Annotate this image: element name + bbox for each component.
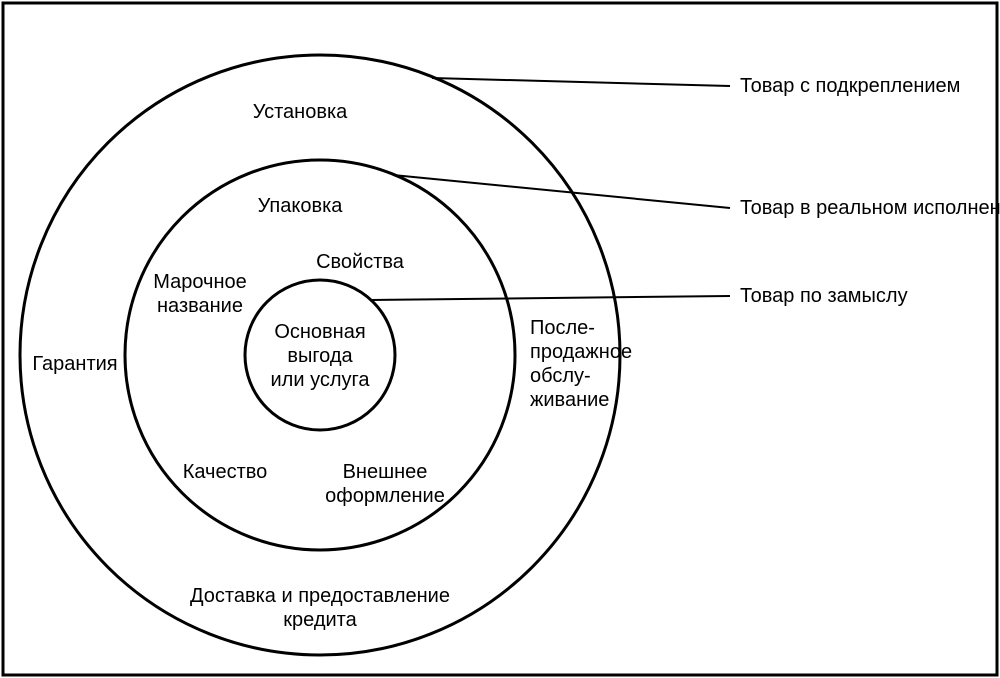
middle-label-properties: Свойства	[316, 251, 405, 273]
outer-label-after1: После-	[530, 317, 595, 339]
outer-label-after4: живание	[530, 389, 609, 411]
core-line-1: выгода	[287, 345, 353, 367]
outer-label-warranty: Гарантия	[32, 353, 117, 375]
callout-line-core	[371, 296, 730, 300]
callout-label-core: Товар по замыслу	[740, 285, 908, 307]
outer-label-delivery2: кредита	[283, 609, 357, 631]
middle-label-design1: Внешнее	[343, 461, 428, 483]
callout-label-actual: Товар в реальном исполнении	[740, 197, 1000, 219]
middle-label-brand2: название	[157, 295, 243, 317]
outer-label-install: Установка	[253, 101, 348, 123]
callout-line-augmented	[432, 78, 730, 86]
core-label: Основнаявыгодаили услуга	[271, 321, 371, 391]
core-line-0: Основная	[274, 321, 365, 343]
callout-label-augmented: Товар с подкреплением	[740, 75, 960, 97]
middle-label-quality: Качество	[183, 461, 268, 483]
outer-border	[3, 3, 997, 675]
middle-label-packaging: Упаковка	[258, 195, 344, 217]
outer-label-after3: обслу-	[530, 365, 591, 387]
middle-label-design2: оформление	[325, 485, 445, 507]
outer-label-after2: продажное	[530, 341, 632, 363]
diagram-svg: Основнаявыгодаили услуга Упаковка Свойств…	[0, 0, 1000, 678]
diagram-frame: Основнаявыгодаили услуга Упаковка Свойств…	[0, 0, 1000, 678]
outer-label-delivery1: Доставка и предоставление	[190, 585, 450, 607]
core-line-2: или услуга	[271, 369, 371, 391]
middle-label-brand1: Марочное	[153, 271, 247, 293]
callouts: Товар с подкреплением Товар в реальном ис…	[371, 75, 1000, 307]
